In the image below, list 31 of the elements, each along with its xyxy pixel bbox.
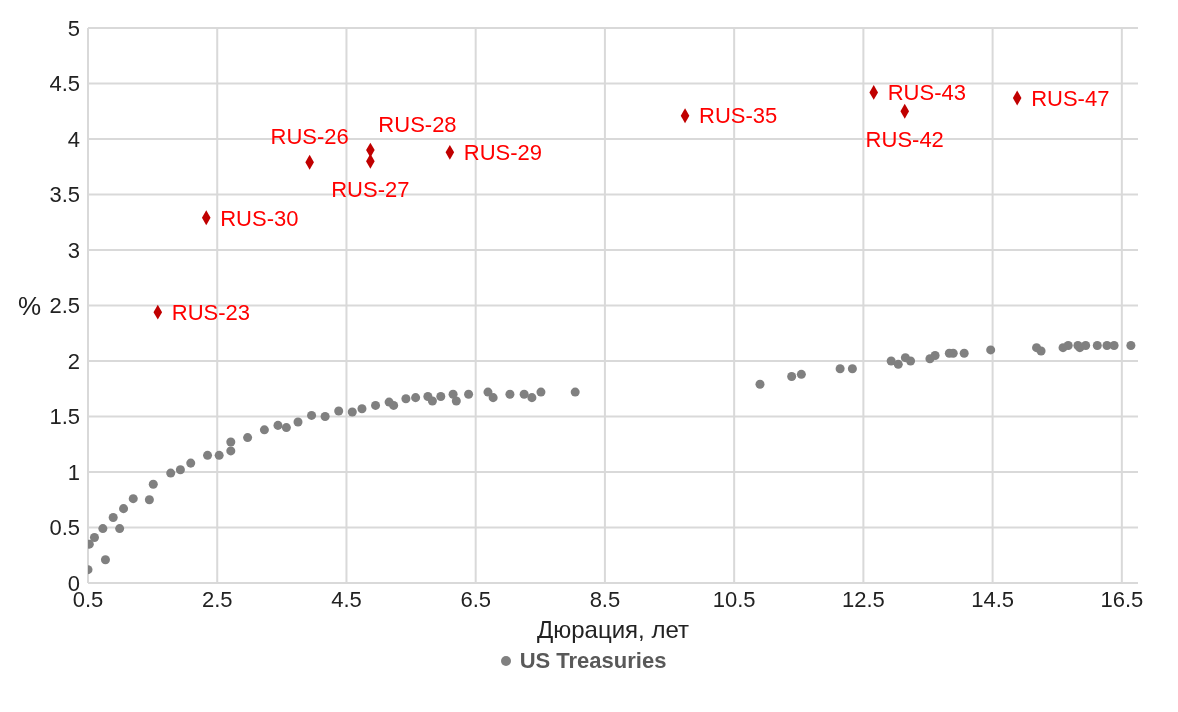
y-tick-label: 1	[67, 459, 80, 485]
y-axis-title: %	[18, 290, 42, 321]
x-tick-label: 4.5	[331, 586, 362, 612]
y-tick-label: 3	[67, 237, 80, 263]
y-tick-label: 2.5	[49, 293, 80, 319]
y-tick-label: 4	[67, 126, 80, 152]
x-tick-label: 16.5	[1100, 586, 1144, 612]
annotation: RUS-47	[1031, 85, 1110, 111]
y-tick-label: 3.5	[49, 182, 80, 208]
annotation: RUS-26	[270, 124, 349, 150]
annotation: RUS-29	[463, 140, 543, 166]
x-tick-label: 12.5	[841, 586, 885, 612]
annotation: RUS-30	[220, 205, 299, 231]
y-tick-label: 4.5	[49, 71, 80, 97]
annotation: RUS-23	[171, 299, 251, 325]
x-tick-label: 14.5	[971, 586, 1015, 612]
x-tick-label: 8.5	[589, 586, 621, 612]
annotation: RUS-42	[865, 126, 944, 152]
annotation: RUS-35	[699, 103, 778, 129]
y-tick-label: 1.5	[49, 404, 80, 430]
annotation: RUS-43	[887, 80, 966, 106]
x-axis-title: Дюрация, лет	[537, 616, 689, 643]
legend-label: US Treasuries	[518, 648, 667, 674]
annotation: RUS-28	[378, 111, 457, 137]
x-tick-label: 2.5	[201, 586, 233, 612]
y-tick-label: 0.5	[49, 515, 80, 541]
x-tick-label: 10.5	[712, 586, 756, 612]
y-tick-label: 2	[67, 348, 80, 374]
annotation: RUS-27	[331, 176, 410, 202]
x-tick-label: 6.5	[460, 586, 491, 612]
y-tick-label: 5	[67, 15, 80, 41]
